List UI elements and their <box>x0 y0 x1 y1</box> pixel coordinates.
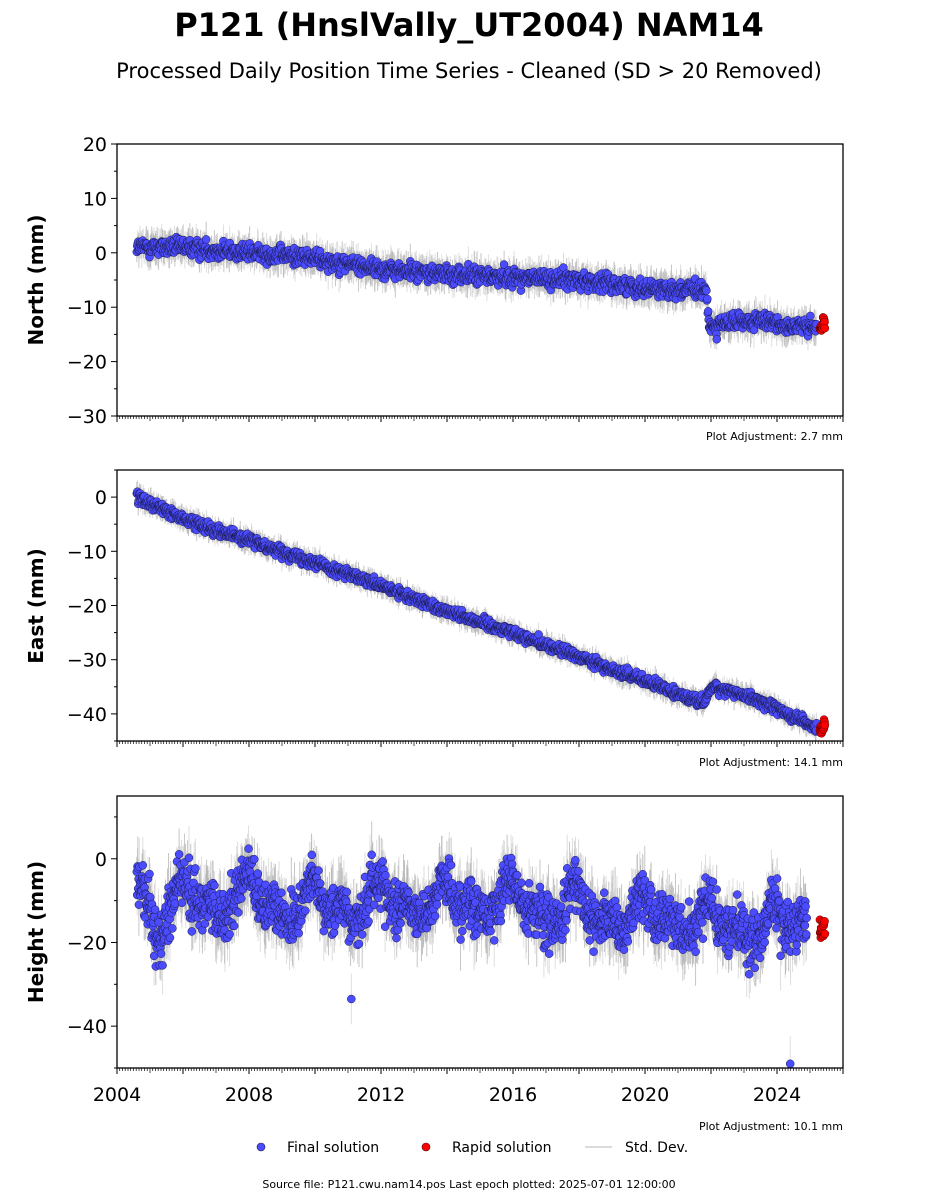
y-tick-label: 0 <box>95 243 107 265</box>
panel-data <box>132 479 830 741</box>
final-point <box>712 335 722 344</box>
y-tick-label: −30 <box>67 406 107 428</box>
y-tick-label: −20 <box>67 352 107 374</box>
y-tick-label: −10 <box>67 297 107 319</box>
final-point <box>702 286 711 295</box>
plot-adjustment-note: Plot Adjustment: 2.7 mm <box>706 430 843 443</box>
panel-1: 20 10 0 −10 −20 −30 North (mm) Plot Adjustment:… <box>24 134 844 443</box>
final-point <box>703 307 713 316</box>
y-axis-label: North (mm) <box>24 214 48 345</box>
rapid-point <box>820 323 830 333</box>
y-tick-label: 10 <box>83 188 107 210</box>
panels: 20 10 0 −10 −20 −30 North (mm) Plot Adjustment:… <box>24 134 844 1133</box>
final-point <box>703 294 712 304</box>
final-point <box>806 311 815 321</box>
y-tick-label: 20 <box>83 134 107 156</box>
figure-title: P121 (HnslVally_UT2004) NAM14 <box>174 6 764 44</box>
panel-data <box>132 221 830 351</box>
final-point <box>201 235 211 244</box>
final-point <box>749 325 759 335</box>
final-point <box>499 260 509 269</box>
figure-subtitle: Processed Daily Position Time Series - C… <box>116 59 822 83</box>
